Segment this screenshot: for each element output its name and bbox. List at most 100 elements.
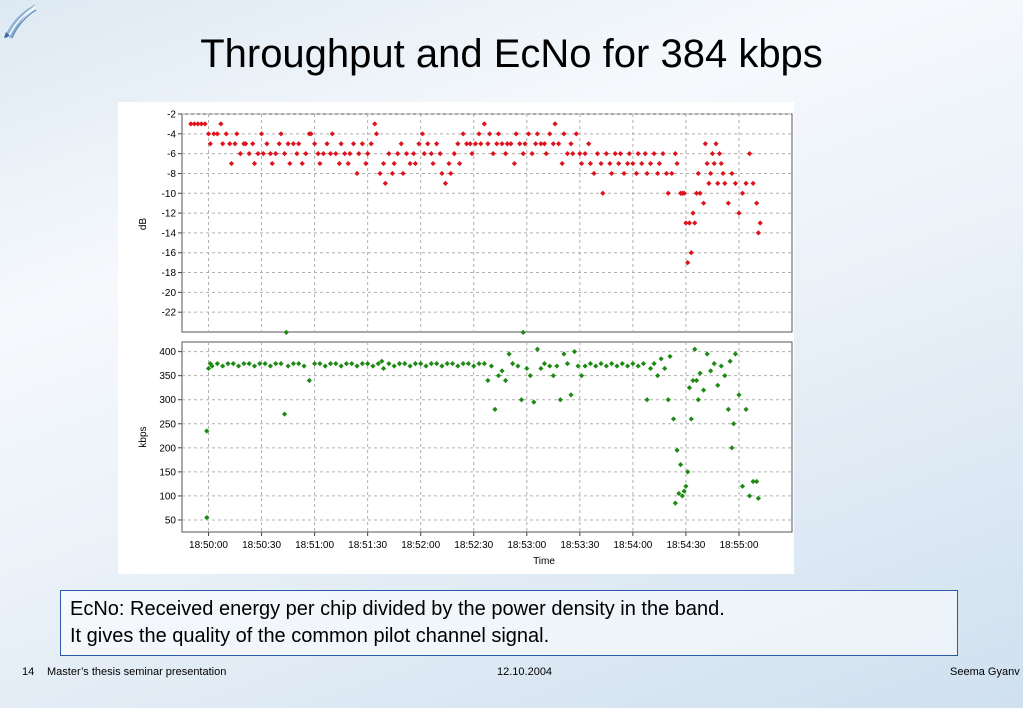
ecno-point — [533, 141, 539, 147]
throughput-point — [624, 363, 631, 369]
ecno-point — [587, 160, 594, 167]
throughput-point — [365, 361, 371, 367]
ecno-point — [411, 151, 417, 157]
throughput-point — [750, 478, 756, 485]
note-line-1: EcNo: Received energy per chip divided b… — [70, 598, 725, 620]
throughput-point — [205, 365, 212, 372]
throughput-point — [281, 411, 288, 417]
ecno-point — [373, 131, 380, 137]
throughput-point — [481, 361, 487, 367]
throughput-point — [693, 377, 700, 384]
throughput-point — [711, 361, 717, 367]
throughput-point — [209, 363, 215, 369]
ecno-point — [525, 131, 532, 137]
throughput-point — [582, 363, 588, 369]
throughput-point — [527, 373, 533, 379]
throughput-point — [755, 495, 762, 501]
ecno-point — [218, 121, 224, 127]
throughput-point — [729, 445, 735, 451]
ecno-point — [234, 131, 240, 137]
throughput-point — [715, 382, 721, 388]
ecno-point — [434, 141, 440, 147]
ecno-point — [739, 190, 746, 196]
ecno-point — [617, 151, 624, 157]
throughput-point — [488, 363, 495, 369]
throughput-point — [655, 373, 661, 379]
ecno-point — [478, 141, 484, 147]
ecno-point — [711, 160, 717, 167]
throughput-point — [285, 363, 291, 369]
throughput-point — [312, 361, 318, 367]
ecno-point — [495, 131, 502, 137]
ecno-point — [513, 131, 519, 137]
ecno-point — [534, 131, 540, 137]
ecno-point — [456, 160, 463, 167]
ecno-point — [674, 160, 680, 167]
throughput-point — [343, 361, 350, 367]
ecno-point — [365, 151, 371, 157]
throughput-point — [708, 368, 714, 374]
throughput-point — [676, 490, 682, 497]
throughput-point — [386, 361, 392, 367]
x-tick-label: 18:52:30 — [454, 540, 493, 551]
throughput-point — [241, 361, 247, 367]
throughput-point — [225, 361, 231, 367]
throughput-point — [460, 361, 466, 367]
throughput-point — [230, 361, 236, 367]
ecno-point — [490, 151, 496, 157]
ecno-point — [312, 141, 318, 147]
throughput-point — [630, 361, 636, 367]
y-tick-label-kbps: 100 — [159, 491, 176, 502]
ecno-point — [665, 190, 671, 196]
throughput-point — [518, 397, 525, 403]
throughput-point — [647, 365, 654, 372]
ecno-point — [757, 220, 763, 226]
throughput-point — [686, 385, 693, 391]
throughput-point — [412, 361, 418, 367]
ecno-point — [476, 131, 482, 137]
ecno-point — [550, 141, 556, 147]
ecno-point — [681, 190, 687, 196]
throughput-point — [587, 361, 594, 367]
throughput-point — [290, 361, 296, 367]
ecno-point — [709, 151, 716, 157]
throughput-point — [732, 351, 739, 357]
throughput-point — [428, 361, 434, 367]
ecno-point — [386, 151, 392, 157]
ecno-point — [232, 141, 238, 147]
throughput-point — [418, 361, 424, 367]
ecno-point — [594, 151, 601, 157]
throughput-point — [439, 363, 445, 369]
swoosh-logo-icon — [4, 4, 37, 39]
y-tick-label-db: -10 — [162, 189, 177, 200]
ecno-point — [412, 160, 418, 167]
ecno-point — [685, 260, 691, 266]
ecno-point — [469, 151, 475, 157]
ecno-point — [227, 141, 233, 147]
ecno-point — [446, 160, 452, 167]
ecno-point — [755, 230, 762, 236]
throughput-point — [609, 361, 615, 367]
ecno-point — [693, 190, 700, 196]
ecno-point — [743, 180, 749, 186]
throughput-point — [354, 363, 360, 369]
ecno-point — [403, 151, 410, 157]
ecno-point — [736, 210, 742, 216]
throughput-point — [557, 397, 563, 403]
throughput-point — [695, 397, 701, 403]
ecno-point — [395, 151, 401, 157]
ecno-point — [700, 200, 707, 206]
throughput-point — [658, 356, 664, 362]
throughput-point — [349, 361, 355, 367]
ecno-point — [308, 131, 314, 137]
ecno-point — [529, 151, 535, 157]
x-tick-label: 18:51:00 — [295, 540, 334, 551]
throughput-point — [455, 363, 461, 369]
ecno-point — [437, 151, 443, 157]
y-axis-label-kbps: kbps — [138, 426, 149, 447]
throughput-point — [359, 361, 365, 367]
throughput-point — [541, 361, 548, 367]
ecno-point — [502, 151, 509, 157]
throughput-point — [746, 493, 753, 499]
ecno-point — [688, 250, 694, 256]
